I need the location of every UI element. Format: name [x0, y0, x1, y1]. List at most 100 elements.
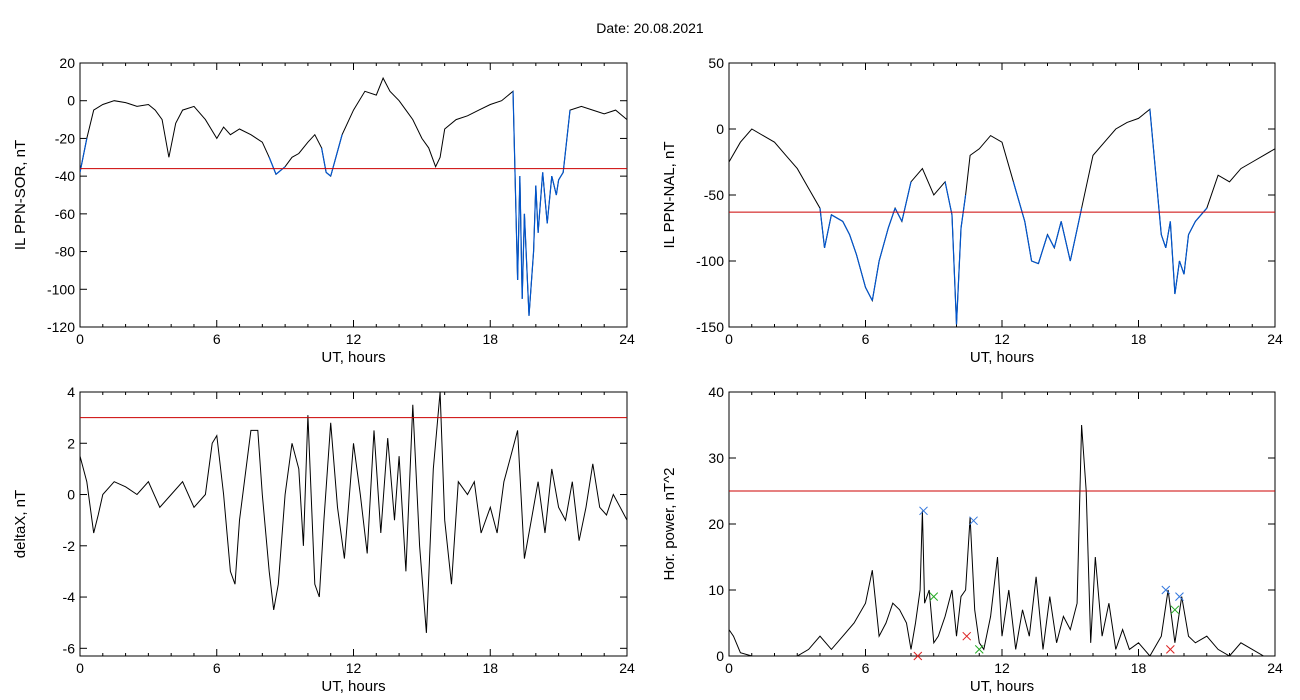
x-tick-label: 18 — [1131, 660, 1147, 676]
series-segment-below-threshold — [871, 260, 880, 301]
y-tick-label: 30 — [708, 450, 724, 466]
x-axis-label: UT, hours — [321, 349, 385, 366]
plot-area — [729, 424, 1275, 656]
series-segment-below-threshold — [1178, 260, 1185, 275]
series-segment-below-threshold — [951, 214, 958, 325]
series-segment-below-threshold — [80, 138, 88, 173]
series-segment-below-threshold — [831, 214, 844, 222]
x-tick-label: 0 — [76, 331, 84, 347]
y-tick-label: -60 — [55, 206, 75, 222]
series-segment-below-threshold — [1174, 260, 1181, 295]
y-tick-label: 0 — [67, 93, 75, 109]
marker-blue-x — [1175, 592, 1184, 601]
series-segment-below-threshold — [512, 91, 519, 280]
series-segment-below-threshold — [532, 185, 537, 252]
series-segment-below-threshold — [1160, 234, 1167, 248]
series-segment-below-threshold — [1046, 234, 1055, 249]
series-segment-below-threshold — [542, 172, 548, 224]
x-axis-label: UT, hours — [970, 349, 1034, 366]
y-tick-label: -100 — [47, 281, 75, 297]
y-tick-label: 0 — [716, 121, 724, 137]
series-line — [80, 392, 627, 633]
x-tick-label: 0 — [725, 331, 733, 347]
y-tick-label: -80 — [55, 244, 75, 260]
marker-green-x — [929, 592, 939, 601]
y-tick-label: 50 — [708, 55, 724, 71]
series-segment-below-threshold — [528, 251, 535, 316]
series-segment-below-threshold — [960, 194, 967, 229]
series-segment-below-threshold — [330, 134, 343, 177]
marker-green-x — [974, 645, 984, 654]
x-tick-label: 0 — [76, 660, 84, 676]
series-segment-below-threshold — [878, 227, 889, 262]
y-tick-label: 0 — [716, 648, 724, 664]
y-tick-label: -2 — [63, 538, 76, 554]
plot-area — [729, 108, 1275, 325]
series-segment-below-threshold — [558, 172, 564, 181]
series-segment-below-threshold — [1053, 221, 1062, 248]
y-axis-label: deltaX, nT — [12, 490, 29, 558]
y-axis-label: IL PPN-SOR, nT — [12, 140, 29, 250]
x-tick-label: 24 — [619, 660, 635, 676]
series-segment-below-threshold — [955, 227, 962, 325]
y-tick-label: 40 — [708, 384, 724, 400]
series-segment-below-threshold — [1024, 221, 1033, 262]
series-segment-below-threshold — [1188, 221, 1196, 235]
x-axis-label: UT, hours — [321, 678, 385, 695]
series-segment-below-threshold — [842, 221, 851, 235]
x-axis-label: UT, hours — [970, 678, 1034, 695]
y-tick-label: -120 — [47, 319, 75, 335]
series-segment-below-threshold — [855, 254, 867, 288]
y-tick-label: -20 — [55, 130, 75, 146]
y-tick-label: -40 — [55, 168, 75, 184]
panel-1: 0 6 12 18 24 -120 -100 -80 -60 -40 -20 0 20 UT, hours… — [12, 55, 635, 366]
series-segment-below-threshold — [537, 172, 544, 233]
y-tick-label: 0 — [67, 487, 75, 503]
series-segment-below-threshold — [944, 181, 953, 215]
plot-area — [80, 392, 627, 633]
x-tick-label: 18 — [1131, 331, 1147, 347]
y-tick-label: -50 — [704, 187, 724, 203]
plot-frame — [728, 62, 1276, 328]
series-segment-below-threshold — [1165, 221, 1171, 248]
series-segment-below-threshold — [1060, 221, 1071, 262]
series-segment-below-threshold — [1183, 234, 1190, 275]
y-axis-label: Hor. power, nT^2 — [661, 468, 678, 581]
series-segment-below-threshold — [887, 208, 896, 229]
marker-green-x — [1170, 605, 1180, 615]
figure-title: Date: 20.08.2021 — [596, 20, 704, 36]
series-line — [729, 108, 1275, 325]
series-segment-below-threshold — [535, 185, 539, 233]
series-segment-below-threshold — [551, 176, 557, 196]
x-tick-label: 6 — [213, 660, 221, 676]
series-segment-below-threshold — [562, 110, 571, 173]
series-segment-below-threshold — [864, 287, 873, 301]
marker-red-x — [913, 651, 923, 661]
x-tick-label: 0 — [725, 660, 733, 676]
series-segment-below-threshold — [1031, 260, 1039, 265]
x-tick-label: 12 — [346, 660, 362, 676]
series-segment-below-threshold — [521, 213, 526, 299]
series-segment-below-threshold — [823, 214, 832, 248]
series-segment-below-threshold — [275, 166, 286, 175]
marker-red-x — [962, 631, 972, 641]
series-segment-below-threshold — [1012, 181, 1026, 222]
marker-blue-x — [1161, 585, 1171, 595]
series-segment-below-threshold — [901, 181, 912, 222]
y-tick-label: 4 — [67, 384, 75, 400]
y-tick-label: -100 — [696, 253, 724, 269]
x-tick-label: 12 — [346, 331, 362, 347]
x-tick-label: 24 — [1267, 660, 1283, 676]
series-segment-below-threshold — [517, 176, 521, 280]
x-tick-label: 6 — [862, 331, 870, 347]
marker-blue-x — [969, 516, 978, 526]
series-segment-below-threshold — [1169, 221, 1176, 295]
plot-frame — [728, 391, 1276, 657]
x-tick-label: 18 — [482, 660, 498, 676]
panel-2: 0 6 12 18 24 -150 -100 -50 0 50 UT, hours IL PPN-NA… — [661, 55, 1283, 366]
x-tick-label: 12 — [994, 331, 1010, 347]
series-line — [729, 424, 1275, 656]
y-tick-label: 20 — [59, 55, 75, 71]
